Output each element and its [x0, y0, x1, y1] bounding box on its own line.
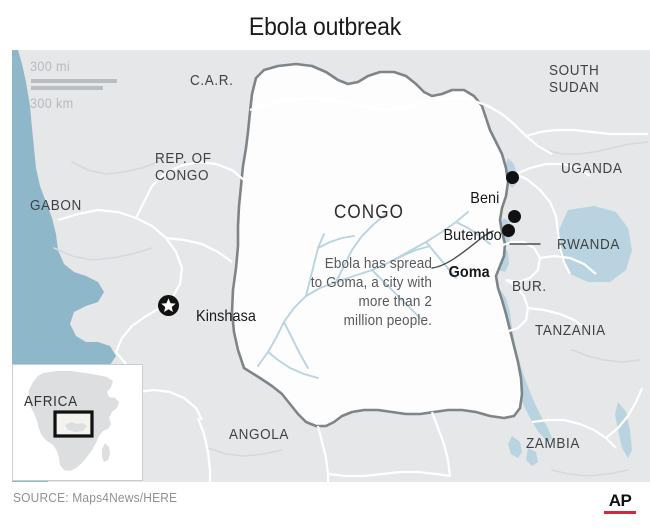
rivers [257, 211, 491, 379]
city-label-goma: Goma [448, 264, 490, 281]
country-label-angola: ANGOLA [229, 426, 290, 443]
country-label-gabon: GABON [30, 197, 82, 214]
city-dot-butembo[interactable] [508, 210, 521, 223]
country-label-south-sudan: SOUTH SUDAN [549, 62, 600, 96]
country-label-tanzania: TANZANIA [535, 322, 606, 339]
annotation-text: Ebola has spread to Goma, a city with mo… [310, 255, 432, 329]
locator-box-inner-shape [65, 422, 87, 432]
city-dot-beni[interactable] [506, 171, 519, 184]
annotation-leader-line [431, 230, 494, 269]
ap-logo-text: AP [608, 491, 632, 510]
city-dot-goma[interactable] [502, 224, 515, 237]
ap-logo-bar [604, 511, 636, 514]
city-label-butembo: Butembo [443, 227, 502, 244]
country-label-burundi: BUR. [512, 278, 547, 295]
map-canvas[interactable]: 300 mi 300 km C.A.R. SOUTH SUDAN UGANDA … [12, 50, 650, 482]
country-label-uganda: UGANDA [561, 160, 623, 177]
scale-label-km: 300 km [30, 95, 74, 111]
page-title: Ebola outbreak [248, 13, 402, 41]
capital-label-kinshasa: Kinshasa [196, 308, 256, 325]
inset-locator-map[interactable]: AFRICA [12, 364, 143, 481]
country-borders [57, 96, 648, 482]
focus-country-congo [230, 62, 524, 428]
country-label-congo: CONGO [334, 202, 405, 223]
inset-label-africa: AFRICA [24, 393, 78, 410]
outer-rivers [53, 141, 649, 477]
africa-silhouette [13, 365, 142, 480]
scale-label-miles: 300 mi [30, 58, 70, 74]
locator-box [53, 410, 94, 438]
capital-star-icon[interactable] [158, 295, 179, 316]
country-label-rep-of-congo: REP. OF CONGO [155, 150, 212, 184]
country-label-rwanda: RWANDA [557, 236, 621, 253]
ap-logo[interactable]: AP [604, 492, 636, 514]
scale-bar-km [31, 86, 103, 90]
city-label-beni: Beni [470, 190, 500, 207]
scale-bar-miles [31, 79, 117, 83]
country-label-c-a-r: C.A.R. [190, 72, 234, 89]
country-label-zambia: ZAMBIA [526, 435, 581, 452]
source-credit: SOURCE: Maps4News/HERE [13, 490, 178, 505]
